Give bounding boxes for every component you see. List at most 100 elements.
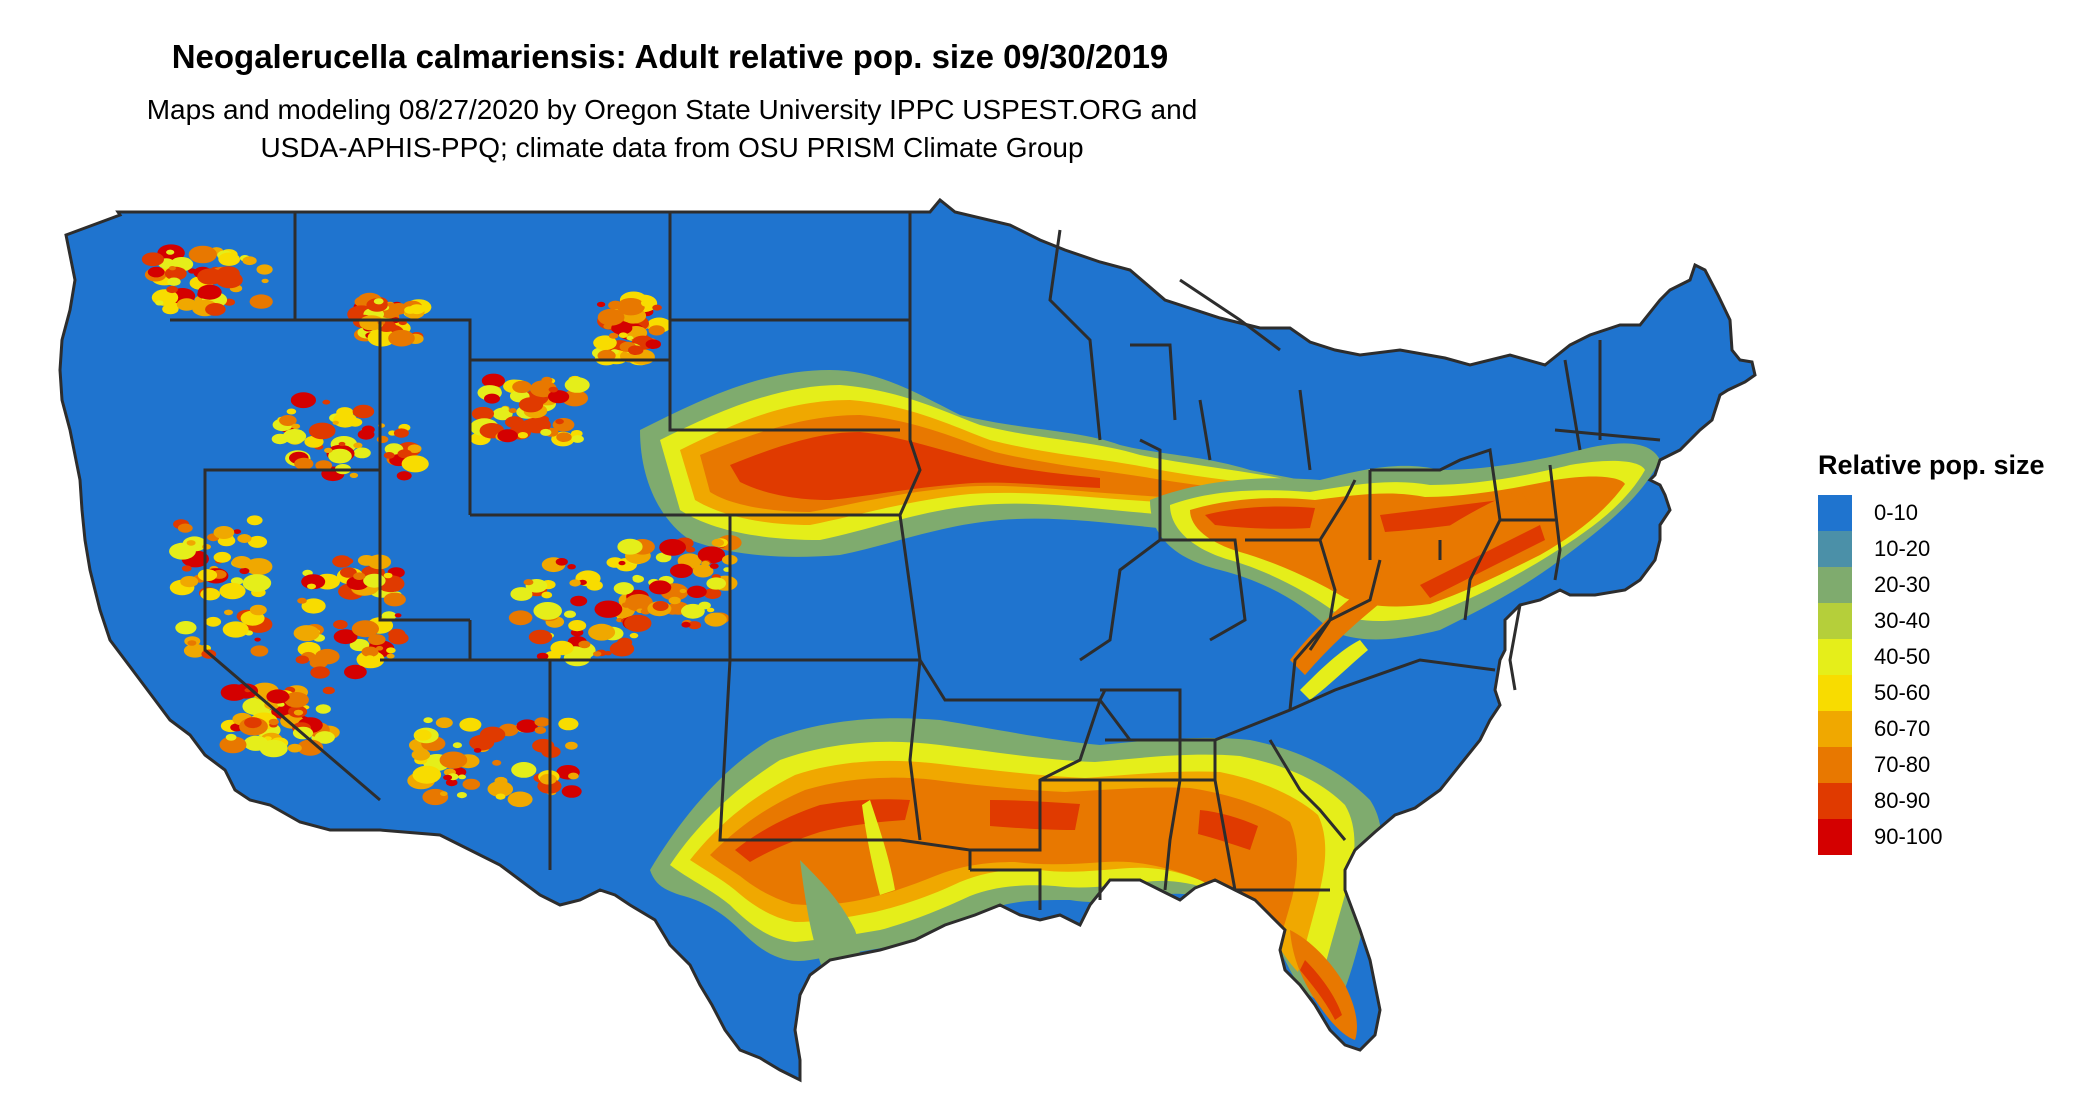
hotspot-mark xyxy=(548,386,558,393)
hotspot-mark xyxy=(376,435,389,443)
hotspot-mark xyxy=(333,412,358,428)
legend-item: 90-100 xyxy=(1818,819,2045,855)
hotspot-mark xyxy=(297,597,307,604)
hotspot-mark xyxy=(528,629,553,645)
hotspot-mark xyxy=(307,583,316,590)
hotspot-mark xyxy=(648,580,672,595)
western-hotspots xyxy=(141,244,742,808)
hotspot-mark xyxy=(397,449,412,459)
hotspot-mark xyxy=(256,264,273,275)
hotspot-mark xyxy=(315,460,333,471)
hotspot-mark xyxy=(523,579,534,586)
hotspot-mark xyxy=(242,256,257,266)
hotspot-mark xyxy=(297,641,321,657)
hotspot-mark xyxy=(652,601,669,611)
hotspot-mark xyxy=(625,594,653,612)
hotspot-mark xyxy=(711,538,724,547)
hotspot-mark xyxy=(423,717,433,724)
hotspot-mark xyxy=(518,397,544,413)
hotspot-mark xyxy=(213,526,235,539)
hotspot-mark xyxy=(175,621,197,635)
hotspot-mark xyxy=(507,791,533,808)
hotspot-mark xyxy=(301,574,326,590)
hotspot-mark xyxy=(414,729,432,741)
legend-label: 70-80 xyxy=(1874,752,1931,777)
hotspot-mark xyxy=(373,298,384,305)
hotspot-mark xyxy=(383,572,393,579)
hotspot-mark xyxy=(310,666,330,679)
hotspot-mark xyxy=(479,726,506,743)
hotspot-mark xyxy=(596,301,606,308)
hotspot-mark xyxy=(259,739,288,758)
hotspot-mark xyxy=(618,332,628,339)
hotspot-mark xyxy=(186,540,196,546)
hotspot-mark xyxy=(242,574,272,592)
hotspot-mark xyxy=(188,245,217,264)
hotspot-mark xyxy=(344,664,367,680)
hotspot-mark xyxy=(569,579,581,587)
hotspot-mark xyxy=(578,640,591,649)
legend-label: 20-30 xyxy=(1874,572,1931,597)
hotspot-mark xyxy=(618,560,626,566)
legend-items: 0-10 10-20 20-30 30-40 40-50 50-60 60-70 70-80 8… xyxy=(1818,495,2045,855)
hotspot-mark xyxy=(404,306,417,314)
hotspot-mark xyxy=(308,422,336,440)
legend-swatch xyxy=(1818,675,1852,711)
hotspot-mark xyxy=(617,538,643,555)
hotspot-mark xyxy=(445,779,458,787)
hotspot-mark xyxy=(244,717,262,729)
hotspot-mark xyxy=(624,614,652,632)
hotspot-mark xyxy=(218,252,240,266)
hotspot-mark xyxy=(249,294,273,309)
hotspot-mark xyxy=(459,717,482,732)
hotspot-mark xyxy=(315,704,331,714)
hotspot-mark xyxy=(628,345,644,356)
hotspot-mark xyxy=(233,529,242,534)
hotspot-mark xyxy=(439,751,468,769)
population-heat-layer xyxy=(60,200,1755,1080)
legend-item: 30-40 xyxy=(1818,603,2045,639)
hotspot-mark xyxy=(586,580,603,591)
hotspot-mark xyxy=(632,575,644,583)
hotspot-mark xyxy=(328,448,352,464)
hotspot-mark xyxy=(594,600,623,618)
legend-item: 70-80 xyxy=(1818,747,2045,783)
hotspot-mark xyxy=(222,621,249,638)
hotspot-mark xyxy=(166,249,175,255)
hotspot-mark xyxy=(443,774,453,781)
hotspot-mark xyxy=(652,304,662,311)
hotspot-mark xyxy=(604,651,612,656)
hotspot-mark xyxy=(365,655,375,661)
legend-item: 10-20 xyxy=(1818,531,2045,567)
hotspot-mark xyxy=(462,778,481,790)
hotspot-mark xyxy=(706,607,715,613)
hotspot-mark xyxy=(703,588,722,599)
legend-swatch xyxy=(1818,603,1852,639)
hotspot-mark xyxy=(692,564,714,578)
hotspot-mark xyxy=(197,284,222,300)
legend-item: 20-30 xyxy=(1818,567,2045,603)
legend-label: 50-60 xyxy=(1874,680,1931,705)
hotspot-mark xyxy=(333,619,348,630)
hotspot-mark xyxy=(407,444,422,454)
hotspot-mark xyxy=(343,557,354,565)
hotspot-mark xyxy=(351,620,379,638)
hotspot-mark xyxy=(621,602,631,608)
hotspot-mark xyxy=(648,325,665,336)
hotspot-mark xyxy=(626,335,634,341)
hotspot-mark xyxy=(709,563,719,569)
hotspot-mark xyxy=(346,576,369,590)
hotspot-mark xyxy=(383,452,395,459)
hotspot-mark xyxy=(231,556,252,569)
hotspot-mark xyxy=(481,373,505,388)
hotspot-mark xyxy=(205,303,226,316)
hotspot-mark xyxy=(352,404,375,419)
hotspot-mark xyxy=(239,567,250,575)
hotspot-mark xyxy=(484,393,500,404)
hotspot-mark xyxy=(539,773,557,785)
legend-swatch xyxy=(1818,531,1852,567)
legend-item: 80-90 xyxy=(1818,783,2045,819)
hotspot-mark xyxy=(517,432,529,439)
legend-item: 50-60 xyxy=(1818,675,2045,711)
